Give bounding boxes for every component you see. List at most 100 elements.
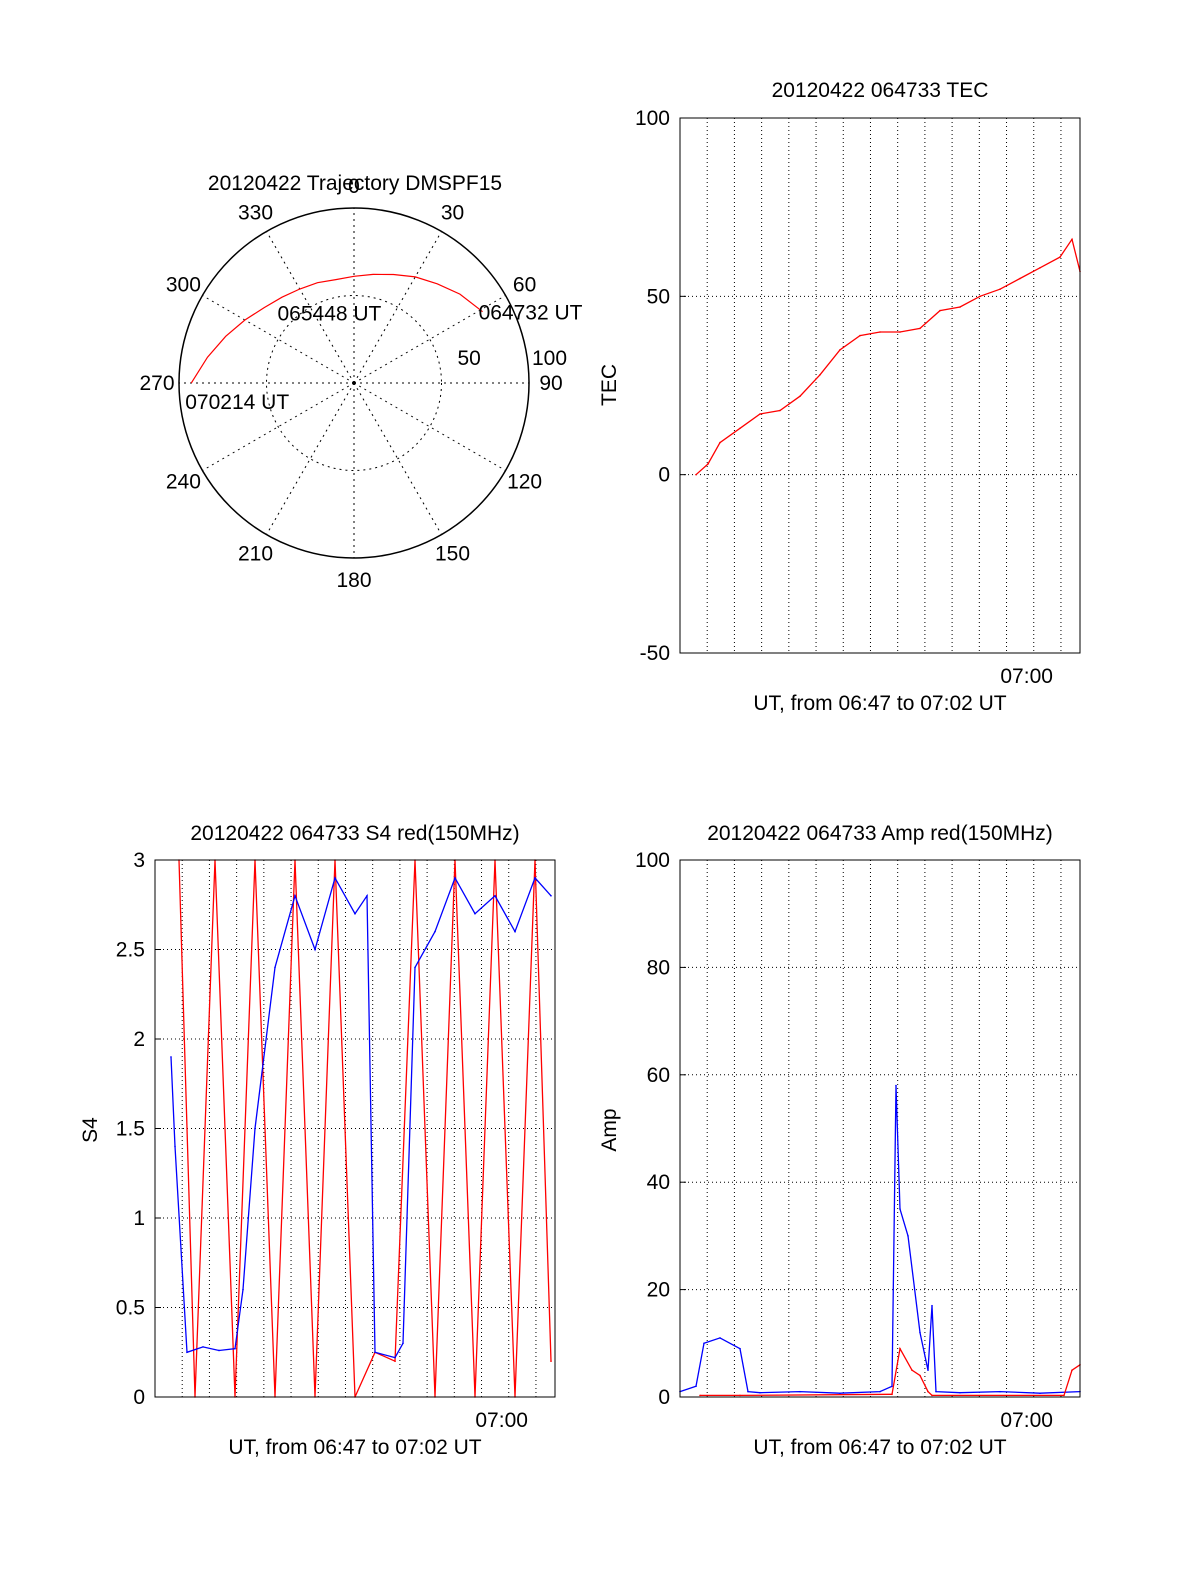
series-point (366, 895, 368, 897)
series-point (1059, 256, 1061, 258)
series-point (907, 1235, 909, 1237)
y-tick-label: 1.5 (116, 1118, 145, 1141)
series-point (899, 1347, 901, 1350)
y-tick-label: -50 (640, 642, 670, 665)
series-point (919, 1331, 921, 1334)
trajectory-annotation: 065448 UT (277, 303, 381, 326)
series-point (911, 1369, 913, 1371)
series-point (839, 1392, 841, 1395)
series-point (919, 1374, 921, 1377)
y-tick-label: 60 (647, 1064, 670, 1087)
y-tick-label: 0 (133, 1386, 145, 1409)
polar-spoke (353, 231, 442, 384)
series-point (927, 1369, 929, 1371)
series-point (218, 1349, 220, 1352)
polar-radial-label: 100 (532, 347, 567, 370)
series-point (999, 1390, 1001, 1393)
amp-plot-frame (679, 859, 1081, 1398)
polar-trajectory-chart: 20120422 Trajectory DMSPF15 0 30 60 90 120 15… (139, 172, 582, 592)
series-point (779, 409, 781, 412)
y-tick-label: 2 (133, 1028, 145, 1051)
series-point (895, 1084, 897, 1087)
series-point (739, 427, 741, 430)
polar-angle-label: 180 (336, 569, 371, 592)
amp-chart: 20120422 064733 Amp red(150MHz) Amp UT, … (598, 822, 1081, 1459)
x-tick-label: 07:00 (1000, 665, 1053, 688)
series-point (242, 1288, 244, 1291)
series-point (931, 1304, 933, 1307)
series-point (891, 1385, 893, 1388)
polar-title: 20120422 Trajectory DMSPF15 (208, 172, 502, 195)
y-tick-label: 80 (647, 956, 670, 979)
x-tick-label: 07:00 (475, 1409, 528, 1432)
series-point (879, 1390, 881, 1393)
series-point (979, 295, 981, 298)
series-point (550, 895, 552, 897)
polar-angle-label: 150 (435, 543, 470, 566)
series-point (819, 374, 821, 376)
series-point (739, 1347, 741, 1350)
series-point (695, 473, 697, 476)
series-point (274, 966, 276, 969)
series-point (550, 1360, 552, 1362)
amp-title: 20120422 064733 Amp red(150MHz) (707, 822, 1053, 845)
series-point (939, 309, 941, 312)
series-point (1019, 277, 1021, 280)
series-line-0 (178, 859, 552, 1398)
series-point (759, 1391, 761, 1394)
y-tick-label: 3 (133, 849, 145, 872)
series-point (354, 912, 356, 915)
amp-ylabel: Amp (598, 1108, 621, 1151)
polar-angle-label: 330 (238, 201, 273, 224)
series-point (695, 1385, 697, 1388)
y-tick-label: 20 (647, 1279, 670, 1302)
s4-tick-labels: 0 0.5 1 1.5 2 2.5 3 07:00 (116, 849, 528, 1432)
y-tick-label: 0 (658, 464, 670, 487)
series-point (394, 1356, 396, 1359)
polar-spoke (266, 382, 355, 535)
series-point (434, 930, 436, 933)
polar-radial-labels: 50 100 (458, 347, 568, 370)
series-point (707, 463, 709, 465)
series-point (1063, 1394, 1065, 1397)
series-point (799, 395, 801, 398)
y-tick-label: 1 (133, 1207, 145, 1230)
series-point (891, 1393, 893, 1396)
series-point (514, 930, 516, 933)
series-point (927, 1390, 929, 1393)
polar-spoke (202, 382, 355, 471)
series-line-1 (700, 1346, 1081, 1397)
s4-ylabel: S4 (79, 1117, 102, 1143)
series-point (719, 441, 721, 444)
amp-grid (680, 860, 1080, 1397)
polar-angle-label: 240 (166, 471, 201, 494)
tec-title: 20120422 064733 TEC (772, 79, 989, 102)
series-point (919, 327, 921, 330)
series-point (959, 1391, 961, 1394)
series-point (1039, 267, 1041, 269)
series-point (314, 948, 316, 951)
polar-angle-label: 270 (139, 372, 174, 395)
y-tick-label: 0 (658, 1386, 670, 1409)
polar-angle-labels: 0 30 60 90 120 150 180 210 240 270 300 330 (139, 175, 562, 592)
series-point (799, 1390, 801, 1393)
amp-series (679, 1084, 1081, 1397)
tec-chart: 20120422 064733 TEC TEC UT, from 06:47 t… (598, 79, 1081, 715)
polar-angle-label: 300 (166, 274, 201, 297)
series-point (334, 877, 336, 879)
series-point (935, 1390, 937, 1393)
series-point (747, 1390, 749, 1393)
tec-xlabel: UT, from 06:47 to 07:02 UT (753, 692, 1006, 715)
x-tick-label: 07:00 (1000, 1409, 1053, 1432)
y-tick-label: 2.5 (116, 939, 145, 962)
series-point (394, 1360, 396, 1362)
series-point (234, 1347, 236, 1350)
s4-xlabel: UT, from 06:47 to 07:02 UT (228, 1436, 481, 1459)
series-point (739, 1394, 741, 1397)
tec-plot-frame (679, 117, 1081, 654)
y-tick-label: 0.5 (116, 1297, 145, 1320)
trajectory-annotation: 064732 UT (479, 302, 583, 325)
series-point (899, 331, 901, 333)
s4-chart: 20120422 064733 S4 red(150MHz) S4 UT, fr… (79, 822, 556, 1459)
polar-grid (178, 207, 530, 559)
